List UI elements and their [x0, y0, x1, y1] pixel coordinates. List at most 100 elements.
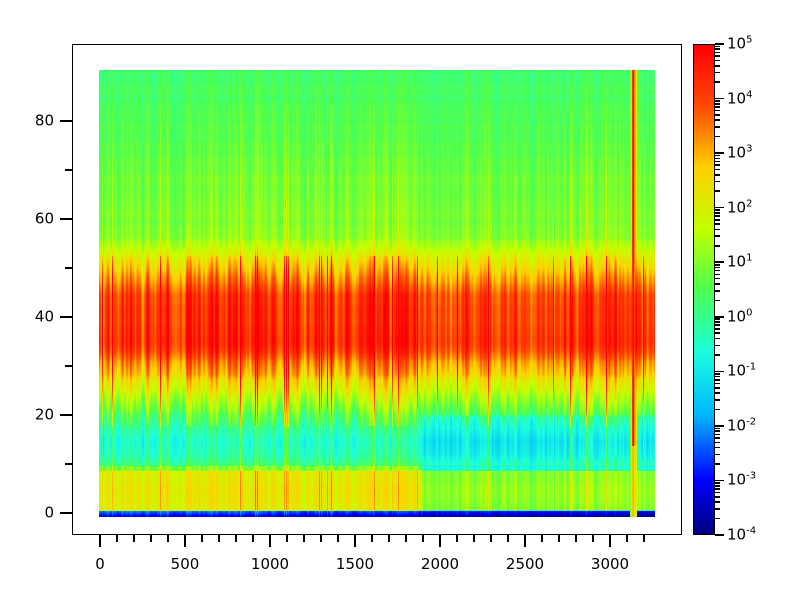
y-axis-tick-major	[60, 512, 72, 514]
x-axis-tick-minor	[626, 535, 628, 542]
colorbar-tick-minor	[715, 180, 720, 183]
colorbar-tick-minor	[715, 332, 720, 334]
colorbar-tick-label: 10-1	[727, 361, 757, 380]
colorbar-tick-major	[715, 97, 724, 100]
y-axis-tick-minor	[65, 267, 72, 269]
colorbar-tick-minor	[715, 273, 720, 276]
y-axis-tick-label: 40	[34, 307, 54, 326]
y-axis-tick-label: 20	[34, 405, 54, 424]
colorbar-tick-major	[715, 152, 724, 154]
x-axis-tick-label: 0	[95, 555, 105, 573]
x-axis-tick-minor	[490, 535, 492, 542]
x-axis-tick-minor	[218, 535, 220, 542]
colorbar-tick-label: 10-3	[727, 470, 757, 489]
colorbar-tick-minor	[715, 223, 720, 225]
colorbar-tick-minor	[715, 135, 720, 138]
colorbar-tick-minor	[715, 453, 720, 456]
y-axis-tick-label: 80	[34, 111, 54, 130]
x-axis-tick-minor	[235, 535, 237, 542]
colorbar-tick-minor	[715, 190, 720, 193]
x-axis-tick-major	[609, 535, 611, 547]
colorbar-tick-minor	[715, 289, 720, 292]
x-axis-tick-minor	[303, 535, 305, 542]
colorbar-tick-major	[715, 370, 724, 373]
colorbar-tick-minor	[715, 235, 720, 237]
colorbar-tick-minor	[715, 437, 720, 439]
x-axis-tick-label: 2000	[420, 555, 460, 573]
y-axis-tick-minor	[65, 463, 72, 465]
colorbar-tick-minor	[715, 160, 720, 163]
colorbar-tick-minor	[715, 59, 720, 62]
colorbar-tick-label: 105	[727, 34, 753, 53]
colorbar-tick-minor	[715, 488, 720, 490]
y-axis-tick-label: 60	[34, 209, 54, 228]
colorbar-tick-major	[715, 479, 724, 482]
colorbar-tick-minor	[715, 168, 720, 171]
colorbar-tick-minor	[715, 328, 720, 330]
colorbar-tick-minor	[715, 324, 720, 327]
colorbar-tick-minor	[715, 228, 720, 231]
colorbar-tick-major	[715, 534, 724, 536]
colorbar-tick-minor	[715, 508, 720, 510]
colorbar-tick-minor	[715, 375, 720, 378]
x-axis-tick-minor	[388, 535, 390, 542]
colorbar-tick-label: 103	[727, 143, 753, 162]
colorbar-tick-minor	[715, 496, 720, 498]
colorbar-tick-minor	[715, 482, 720, 484]
y-axis-tick-minor	[65, 169, 72, 171]
colorbar-tick-minor	[715, 45, 720, 48]
colorbar-tick-minor	[715, 106, 720, 108]
heatmap-image	[99, 70, 655, 517]
colorbar-tick-label: 104	[727, 89, 753, 108]
x-axis-tick-minor	[286, 535, 288, 542]
colorbar-tick-minor	[715, 212, 720, 214]
colorbar-gradient	[693, 44, 715, 535]
colorbar-tick-minor	[715, 321, 720, 323]
colorbar-tick-label: 101	[727, 252, 753, 271]
colorbar-tick-minor	[715, 382, 720, 385]
x-axis-tick-major	[184, 535, 186, 547]
colorbar-tick-minor	[715, 344, 720, 347]
colorbar-tick-minor	[715, 109, 720, 112]
x-axis-tick-minor	[252, 535, 254, 542]
colorbar-tick-minor	[715, 277, 720, 280]
colorbar-tick-minor	[715, 218, 720, 221]
y-axis-tick-major	[60, 414, 72, 416]
colorbar-tick-minor	[715, 154, 720, 157]
colorbar-tick-minor	[715, 433, 720, 436]
y-axis-tick-minor	[65, 365, 72, 367]
x-axis-tick-label: 3000	[590, 555, 630, 573]
colorbar-tick-minor	[715, 81, 720, 83]
colorbar-tick-minor	[715, 386, 720, 389]
x-axis-tick-minor	[405, 535, 407, 542]
x-axis-tick-minor	[507, 535, 509, 542]
colorbar-tick-minor	[715, 114, 720, 116]
colorbar-tick-major	[715, 261, 724, 264]
y-axis-tick-major	[60, 316, 72, 318]
y-axis-tick-label: 0	[44, 503, 54, 522]
colorbar-tick-minor	[715, 517, 720, 520]
y-axis-tick-major	[60, 218, 72, 220]
x-axis-tick-minor	[592, 535, 594, 542]
colorbar-tick-minor	[715, 430, 720, 432]
x-axis-tick-major	[439, 535, 441, 547]
colorbar-tick-major	[715, 43, 724, 45]
x-axis-tick-minor	[201, 535, 203, 542]
colorbar-tick-minor	[715, 484, 720, 487]
x-axis-tick-minor	[320, 535, 322, 542]
colorbar-tick-major	[715, 206, 724, 209]
colorbar-tick-minor	[715, 373, 720, 375]
colorbar-tick-minor	[715, 174, 720, 176]
colorbar-tick-major	[715, 315, 724, 318]
x-axis-tick-minor	[643, 535, 645, 542]
x-axis-tick-label: 1500	[335, 555, 375, 573]
colorbar-tick-minor	[715, 354, 720, 356]
x-axis-tick-label: 1000	[250, 555, 290, 573]
colorbar-tick-minor	[715, 100, 720, 102]
colorbar-tick-minor	[715, 318, 720, 321]
x-axis-tick-minor	[371, 535, 373, 542]
colorbar-tick-minor	[715, 164, 720, 166]
x-axis-tick-minor	[116, 535, 118, 542]
x-axis-tick-minor	[150, 535, 152, 542]
x-axis-tick-minor	[456, 535, 458, 542]
